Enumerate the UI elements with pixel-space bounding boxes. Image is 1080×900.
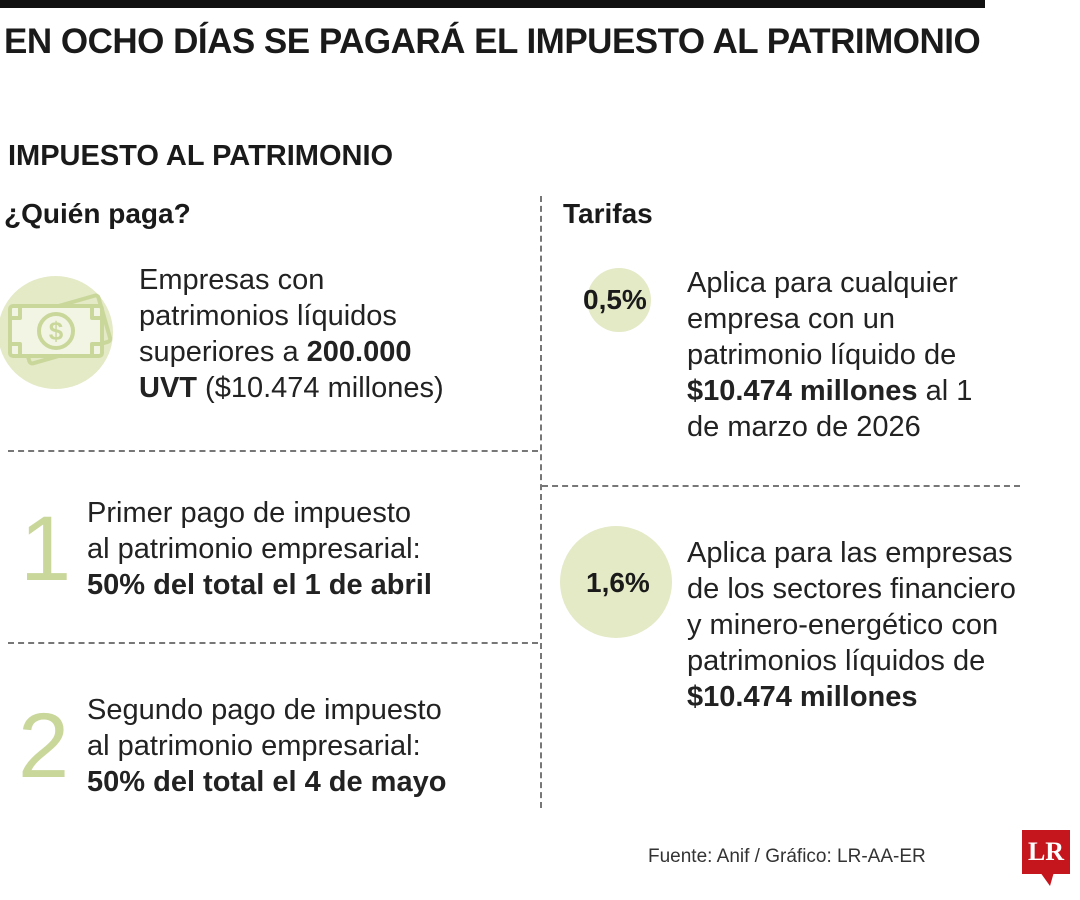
headline: EN OCHO DÍAS SE PAGARÁ EL IMPUESTO AL PA… [4,22,981,61]
who-pays-heading: ¿Quién paga? [4,198,191,229]
who-pays-text: Empresas con patrimonios líquidos superi… [139,262,499,406]
payment-1-line-1: Primer pago de impuesto [87,497,411,529]
rate-2-line-4: patrimonios líquidos de [687,645,986,677]
rate-2-line-2: de los sectores financiero [687,573,1016,605]
rates-heading: Tarifas [563,198,653,229]
payment-2-number: 2 [18,695,70,797]
vertical-divider [540,196,542,808]
rate-2-bold: $10.474 millones [687,681,918,713]
who-text-4: ($10.474 millones) [197,372,444,404]
money-bill-icon: $ [8,293,113,366]
payment-2-text: Segundo pago de impuesto al patrimonio e… [87,692,527,800]
source-note: Fuente: Anif / Gráfico: LR-AA-ER [648,846,926,867]
who-bold-2: UVT [139,372,197,404]
rate-1-line-1: Aplica para cualquier [687,267,958,299]
rate-2-value: 1,6% [586,567,650,598]
who-text-3: superiores a [139,336,307,368]
divider-right [542,485,1020,487]
rate-2-line-3: y minero-energético con [687,609,999,641]
payment-2-line-1: Segundo pago de impuesto [87,694,442,726]
payment-2-line-2: al patrimonio empresarial: [87,730,421,762]
who-line-2: patrimonios líquidos [139,300,397,332]
payment-2-bold: 50% del total el 4 de mayo [87,766,447,798]
rate-1-bold: $10.474 millones [687,375,918,407]
rate-2-text: Aplica para las empresas de los sectores… [687,535,1072,715]
payment-1-number: 1 [20,498,72,600]
rate-1-value: 0,5% [583,284,647,315]
rate-2-circle [560,526,672,638]
divider-left-1 [8,450,538,452]
who-bold-1: 200.000 [306,336,412,368]
rate-1-circle [587,268,651,332]
section-title: IMPUESTO AL PATRIMONIO [8,140,394,172]
rate-1-line-4-rest: al 1 [917,375,973,407]
svg-text:$: $ [49,316,64,346]
rate-1-text: Aplica para cualquier empresa con un pat… [687,265,1067,445]
rate-1-line-5: de marzo de 2026 [687,411,921,443]
divider-left-2 [8,642,538,644]
who-line-3: superiores a 200.000 [139,334,499,370]
lr-logo: LR [1022,830,1070,874]
rate-1-line-3: patrimonio líquido de [687,339,957,371]
payment-1-bold: 50% del total el 1 de abril [87,569,432,601]
lr-logo-tail [1040,872,1054,886]
rate-1-line-2: empresa con un [687,303,895,335]
rate-1-line-4: $10.474 millones al 1 [687,373,1067,409]
payment-1-text: Primer pago de impuesto al patrimonio em… [87,495,527,603]
who-line-4: UVT ($10.474 millones) [139,370,499,406]
who-line-1: Empresas con [139,264,325,296]
top-bar [0,0,985,8]
rate-2-line-1: Aplica para las empresas [687,537,1013,569]
payment-1-line-2: al patrimonio empresarial: [87,533,421,565]
